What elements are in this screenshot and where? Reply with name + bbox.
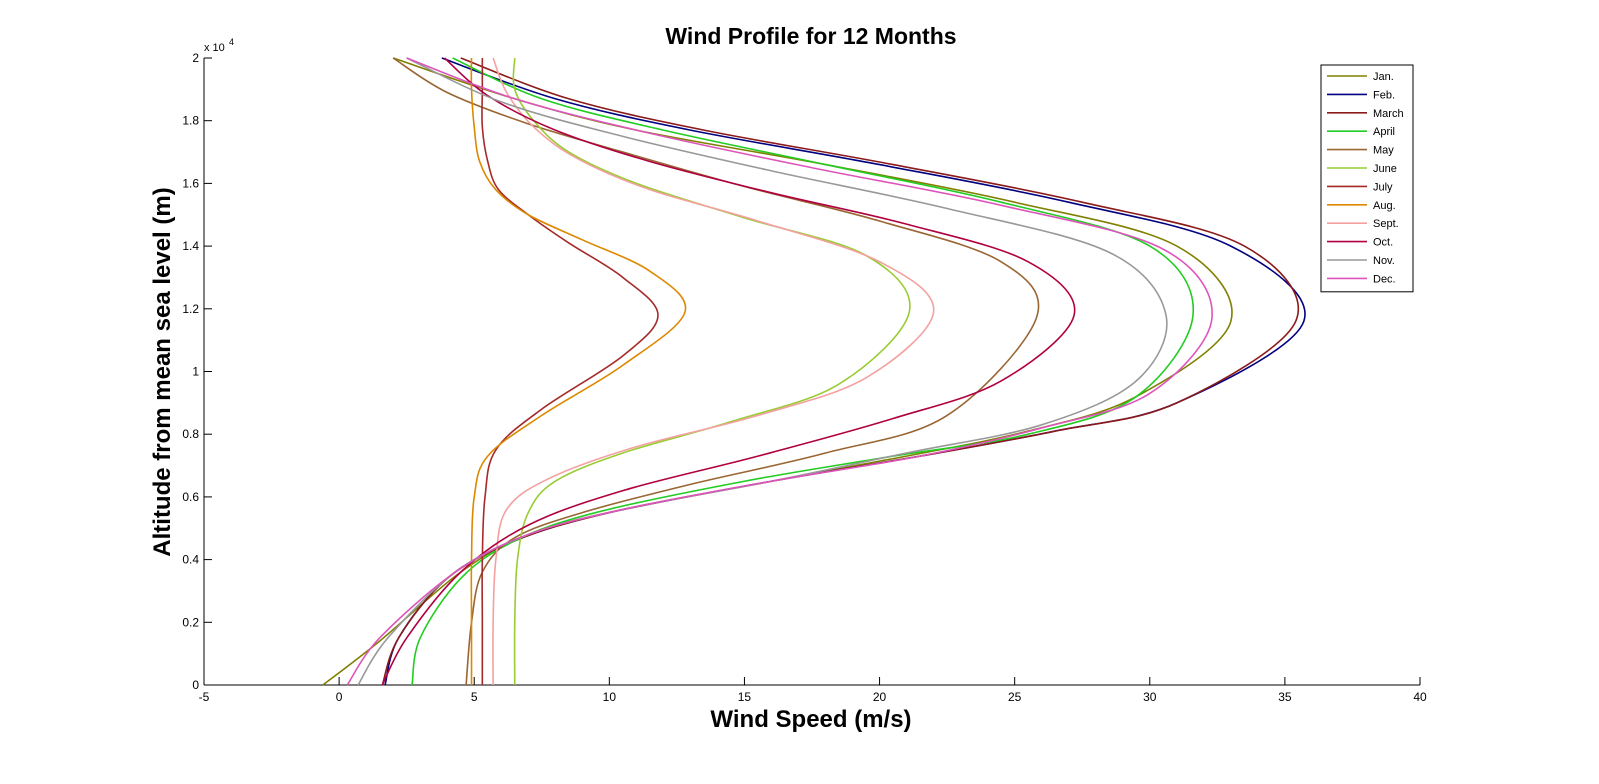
y-tick-label: 2 (192, 51, 199, 65)
series-line-feb (384, 57, 1306, 686)
y-tick-label: 1.8 (182, 114, 199, 128)
legend-label-aug: Aug. (1373, 200, 1396, 212)
x-tick-label: 15 (738, 690, 752, 704)
x-tick-label: 35 (1278, 690, 1292, 704)
legend-label-july: July (1373, 181, 1393, 193)
series-lines (322, 57, 1306, 686)
legend-label-jan: Jan. (1373, 71, 1394, 83)
y-tick-label: 1 (192, 365, 199, 379)
series-line-oct (381, 57, 1076, 686)
series-line-may (392, 57, 1040, 686)
x-axis-label: Wind Speed (m/s) (710, 706, 911, 733)
y-tick-label: 0.6 (182, 490, 199, 504)
y-axis-exponent: x 10 4 (204, 37, 234, 54)
y-axis: 0 0.2 0.4 0.6 0.8 1 1.2 1.4 1.6 1.8 2 (182, 51, 212, 692)
x-tick-label: -5 (199, 690, 210, 704)
y-axis-label: Altitude from mean sea level (m) (149, 187, 176, 556)
legend-label-sept: Sept. (1373, 218, 1399, 230)
legend-label-may: May (1373, 145, 1394, 157)
x-tick-label: 30 (1143, 690, 1157, 704)
y-tick-label: 1.4 (182, 239, 199, 253)
x-tick-label: 25 (1008, 690, 1022, 704)
legend-label-april: April (1373, 126, 1395, 138)
x-axis: -5 0 5 10 15 20 25 30 35 40 (199, 677, 1427, 704)
x-tick-label: 20 (873, 690, 887, 704)
y-tick-label: 0.2 (182, 615, 199, 629)
series-line-aug (470, 57, 687, 685)
series-line-jan (322, 57, 1233, 686)
legend-label-nov: Nov. (1373, 255, 1395, 267)
y-tick-label: 0.8 (182, 427, 199, 441)
legend-label-march: March (1373, 108, 1404, 120)
series-line-sept (492, 57, 935, 686)
legend-label-feb: Feb. (1373, 89, 1395, 101)
y-exponent-power: 4 (229, 37, 234, 47)
x-tick-label: 5 (471, 690, 478, 704)
legend-label-june: June (1373, 163, 1397, 175)
series-line-march (381, 57, 1300, 686)
y-tick-label: 0 (192, 678, 199, 692)
y-tick-label: 1.6 (182, 176, 199, 190)
y-tick-label: 0.4 (182, 553, 199, 567)
x-tick-label: 40 (1413, 690, 1427, 704)
series-line-april (411, 57, 1195, 686)
legend-label-oct: Oct. (1373, 237, 1393, 249)
legend-box (1320, 64, 1414, 293)
legend: Jan. Feb. March April May June July Aug. Sept. Oc… (1320, 64, 1414, 293)
legend-label-dec: Dec. (1373, 273, 1396, 285)
y-exponent-base: x 10 (204, 42, 225, 54)
chart-title: Wind Profile for 12 Months (665, 23, 956, 49)
y-tick-label: 1.2 (182, 302, 199, 316)
series-line-june (512, 57, 911, 686)
x-tick-label: 10 (603, 690, 617, 704)
x-tick-label: 0 (336, 690, 343, 704)
series-line-dec (346, 57, 1213, 686)
series-line-july (481, 58, 659, 685)
